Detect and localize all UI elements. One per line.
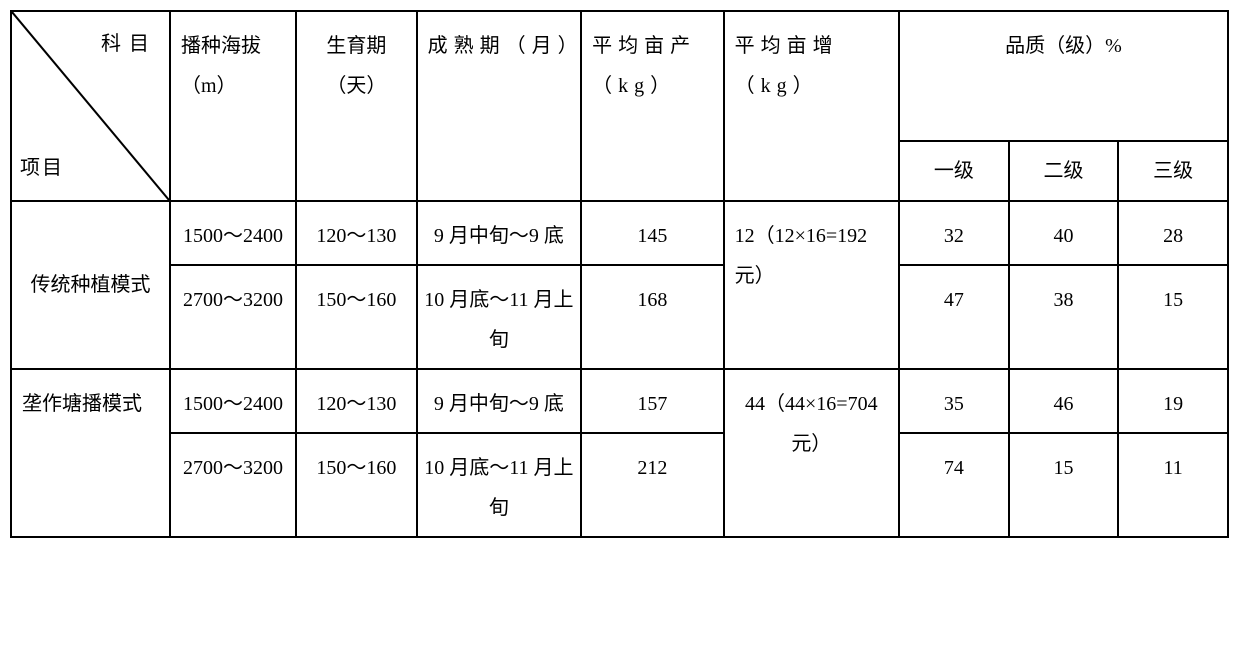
category-cell: 传统种植模式 [11,201,170,369]
header-quality-1: 一级 [899,141,1009,201]
header-row-1: 科目 项目 播种海拔（m） 生育期（天） 成熟期（月） 平均亩产（kg） 平均亩… [11,11,1228,141]
cell-increase: 12（12×16=192元） [724,201,899,369]
cell-maturity: 10 月底～11 月上旬 [417,265,581,369]
diag-bottom-label: 项目 [20,148,64,188]
category-cell: 垄作塘播模式 [11,369,170,537]
cell-altitude: 1500～2400 [170,369,296,433]
cell-q1: 32 [899,201,1009,265]
cell-yield: 168 [581,265,724,369]
cell-q1: 47 [899,265,1009,369]
header-growth: 生育期（天） [296,11,417,201]
cell-altitude: 2700～3200 [170,433,296,537]
cell-maturity: 10 月底～11 月上旬 [417,433,581,537]
cell-q3: 15 [1118,265,1228,369]
table-row: 2700～3200 150～160 10 月底～11 月上旬 212 74 15… [11,433,1228,537]
header-altitude: 播种海拔（m） [170,11,296,201]
cell-altitude: 2700～3200 [170,265,296,369]
cell-q1: 35 [899,369,1009,433]
header-yield: 平均亩产（kg） [581,11,724,201]
cell-growth: 120～130 [296,369,417,433]
cell-growth: 150～160 [296,433,417,537]
cell-q3: 11 [1118,433,1228,537]
header-maturity: 成熟期（月） [417,11,581,201]
diag-top-label: 科目 [101,24,157,64]
header-quality-group: 品质（级）% [899,11,1228,141]
cell-growth: 150～160 [296,265,417,369]
cell-q3: 19 [1118,369,1228,433]
cell-increase: 44（44×16=704元） [724,369,899,537]
cell-yield: 157 [581,369,724,433]
cell-q2: 40 [1009,201,1119,265]
cell-q2: 46 [1009,369,1119,433]
data-table: 科目 项目 播种海拔（m） 生育期（天） 成熟期（月） 平均亩产（kg） 平均亩… [10,10,1229,538]
table-row: 传统种植模式 1500～2400 120～130 9 月中旬～9 底 145 1… [11,201,1228,265]
cell-altitude: 1500～2400 [170,201,296,265]
header-increase: 平均亩增（kg） [724,11,899,201]
table-row: 垄作塘播模式 1500～2400 120～130 9 月中旬～9 底 157 4… [11,369,1228,433]
cell-growth: 120～130 [296,201,417,265]
header-quality-2: 二级 [1009,141,1119,201]
cell-q1: 74 [899,433,1009,537]
cell-yield: 145 [581,201,724,265]
cell-q2: 15 [1009,433,1119,537]
cell-yield: 212 [581,433,724,537]
table-row: 2700～3200 150～160 10 月底～11 月上旬 168 47 38… [11,265,1228,369]
cell-maturity: 9 月中旬～9 底 [417,369,581,433]
header-quality-3: 三级 [1118,141,1228,201]
cell-q3: 28 [1118,201,1228,265]
cell-q2: 38 [1009,265,1119,369]
diagonal-header: 科目 项目 [11,11,170,201]
cell-maturity: 9 月中旬～9 底 [417,201,581,265]
